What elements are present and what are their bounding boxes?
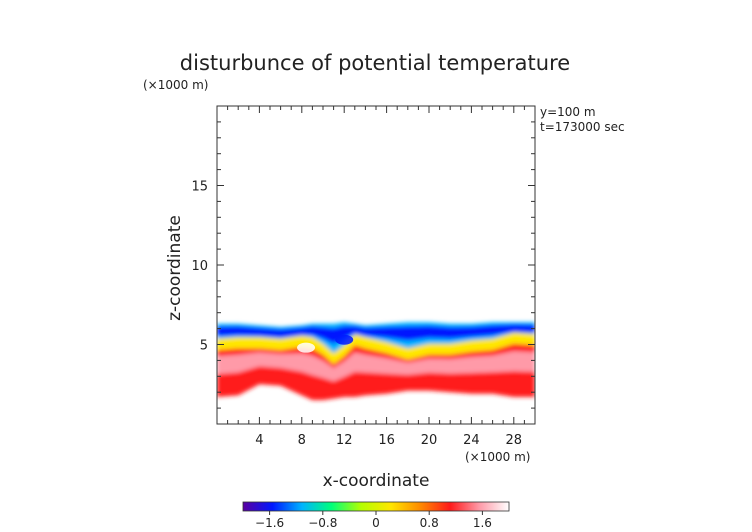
transition-band <box>217 332 535 365</box>
cold-core <box>217 324 535 344</box>
colorbar-tick-label: −1.6 <box>255 516 284 530</box>
y-axis-label: z-coordinate <box>165 215 185 321</box>
frame-ticks <box>217 106 535 424</box>
x-tick-labels: 4 8 12 16 20 24 28 <box>255 433 522 448</box>
colorbar-tick-label: 1.6 <box>473 516 492 530</box>
x-tick-label: 4 <box>255 433 263 448</box>
x-tick-label: 12 <box>336 433 353 448</box>
x-tick-label: 8 <box>298 433 306 448</box>
info-time: t=173000 sec <box>540 120 625 134</box>
y-tick-label: 5 <box>200 339 208 354</box>
colorbar <box>242 501 510 512</box>
feature-mark-1 <box>335 334 354 345</box>
x-axis-label: x-coordinate <box>323 471 430 491</box>
y-tick-label: 10 <box>191 259 208 274</box>
feature-marks <box>297 334 354 353</box>
colorbar-tick-label: 0 <box>372 516 380 530</box>
chart-title: disturbunce of potential temperature <box>180 51 570 75</box>
colorbar-tick-label: 0.8 <box>420 516 439 530</box>
heatmap-field <box>217 322 535 401</box>
info-y: y=100 m <box>540 105 596 119</box>
x-tick-label: 28 <box>506 433 523 448</box>
feature-mark-0 <box>297 342 316 353</box>
x-tick-label: 24 <box>463 433 480 448</box>
x-tick-label: 20 <box>421 433 438 448</box>
scale-note: (×1000 m) <box>143 78 208 92</box>
y-tick-label: 15 <box>191 180 208 195</box>
x-unit-label: (×1000 m) <box>465 450 530 464</box>
y-tick-labels: 5 10 15 <box>191 180 208 354</box>
plot-area <box>217 322 535 401</box>
x-tick-label: 16 <box>378 433 395 448</box>
warm-core <box>217 351 535 382</box>
colorbar-ticks: −1.6 −0.8 0 0.8 1.6 <box>255 511 492 530</box>
colorbar-tick-label: −0.8 <box>308 516 337 530</box>
